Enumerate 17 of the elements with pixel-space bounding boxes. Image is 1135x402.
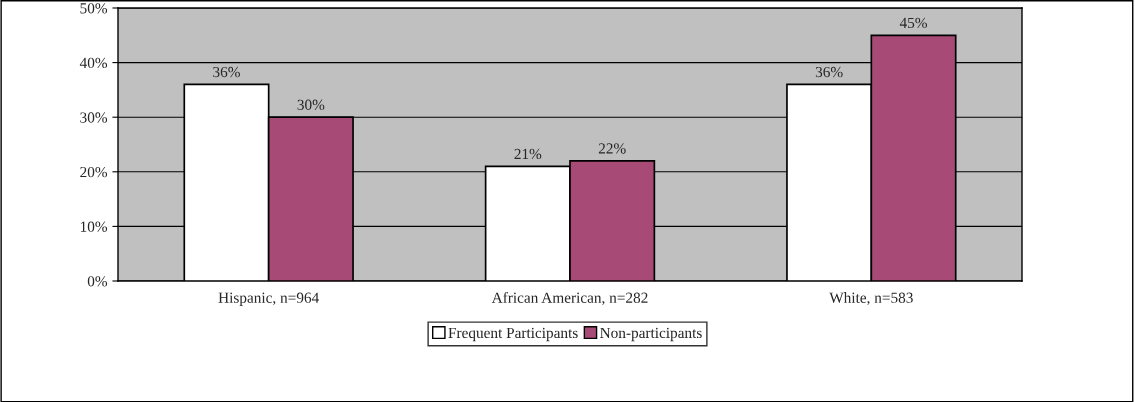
x-tick-label: African American, n=282 bbox=[491, 291, 648, 306]
data-label: 30% bbox=[297, 99, 325, 110]
y-tick-label: 0% bbox=[87, 276, 108, 287]
x-tick-label: White, n=583 bbox=[829, 292, 913, 306]
y-tick-label: 30% bbox=[80, 112, 108, 123]
y-tick-label: 40% bbox=[79, 57, 108, 69]
x-tick-label: Hispanic, n=964 bbox=[218, 292, 319, 306]
y-tick-label: 10% bbox=[80, 221, 108, 232]
legend-label: Frequent Participants bbox=[448, 327, 578, 342]
y-tick-label: 50% bbox=[80, 3, 108, 14]
data-label: 36% bbox=[213, 66, 240, 78]
legend-label: Non-participants bbox=[600, 327, 702, 342]
y-tick-label: 20% bbox=[80, 166, 108, 178]
data-label: 45% bbox=[899, 17, 927, 29]
data-label: 36% bbox=[815, 66, 843, 78]
data-label: 22% bbox=[598, 143, 626, 154]
data-label: 21% bbox=[514, 148, 542, 160]
